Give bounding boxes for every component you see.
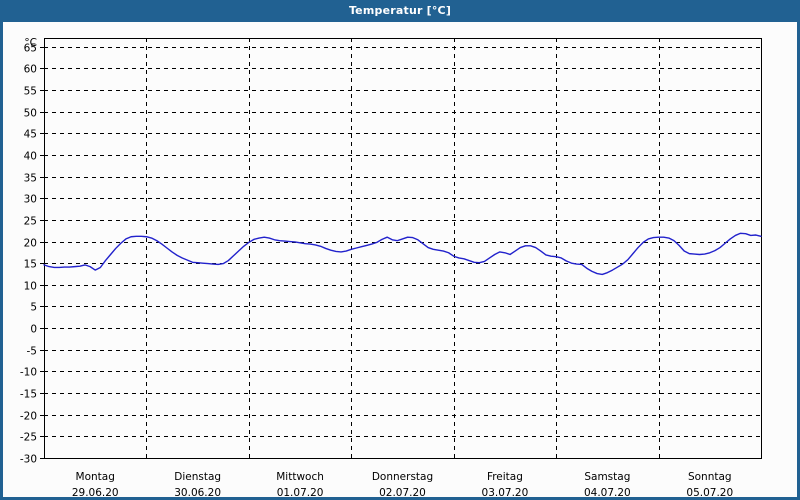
x-axis-day-label: Sonntag (688, 471, 732, 483)
x-axis-day-label: Donnerstag (372, 471, 433, 483)
x-axis-date-label: 03.07.20 (482, 487, 529, 497)
window-title-bar: Temperatur [°C] (0, 0, 800, 22)
x-axis-date-label: 01.07.20 (277, 487, 324, 497)
x-axis-date-label: 04.07.20 (584, 487, 631, 497)
x-axis-day-label: Samstag (584, 471, 630, 483)
x-axis-day-label: Montag (76, 471, 115, 483)
y-axis-tick-label: 10 (24, 280, 37, 292)
y-axis-tick-label: 40 (24, 150, 37, 162)
y-axis-tick-label: 5 (30, 301, 37, 313)
page-title: Temperatur [°C] (348, 4, 452, 17)
x-axis-day-label: Freitag (487, 471, 523, 483)
x-axis-day-label: Mittwoch (276, 471, 324, 483)
temperature-series-line (43, 232, 762, 276)
y-axis-tick-label: 65 (24, 42, 37, 54)
y-axis-tick-label: 45 (24, 128, 37, 140)
y-axis-tick-labels: 65605550454035302520151050-5-10-15-20-25… (20, 42, 37, 465)
y-axis-tick-label: 20 (24, 237, 37, 249)
y-axis-tick-label: 35 (24, 172, 37, 184)
x-axis-date-label: 05.07.20 (686, 487, 733, 497)
x-axis-tick-labels: Montag 29.06.20 Dienstag 30.06.20 Mittwoch 01… (72, 471, 733, 497)
y-axis-unit-label: °C (24, 37, 37, 49)
y-axis-tick-label: -5 (27, 345, 37, 357)
y-axis-tick-label: 60 (24, 63, 37, 75)
x-axis-date-label: 29.06.20 (72, 487, 119, 497)
y-axis-tick-label: 30 (24, 193, 37, 205)
y-axis-tick-label: 15 (24, 258, 37, 270)
plot-frame (40, 37, 763, 460)
y-axis-tick-label: 0 (30, 323, 37, 335)
chart-canvas: 65 60 55 50 45 40 35 30 25 20 15 10 5 0 -5 -10 -15 -20 -25… (3, 22, 797, 497)
temperature-line-chart: 65605550454035302520151050-5-10-15-20-25… (20, 37, 763, 497)
x-axis-day-label: Dienstag (174, 471, 221, 483)
plot-border (43, 37, 763, 460)
y-axis-tick-label: 50 (24, 107, 37, 119)
y-axis-tick-label: -10 (20, 366, 37, 378)
x-axis-date-label: 02.07.20 (379, 487, 426, 497)
y-axis-tick-label: -30 (20, 453, 37, 465)
y-axis-tick-label: 25 (24, 215, 37, 227)
y-axis-tick-label: -15 (20, 388, 37, 400)
grid-lines (44, 38, 761, 458)
y-axis-tick-label: -20 (20, 410, 37, 422)
y-axis-tick-label: 55 (24, 85, 37, 97)
x-axis-date-label: 30.06.20 (174, 487, 221, 497)
y-axis-tick-label: -25 (20, 431, 37, 443)
